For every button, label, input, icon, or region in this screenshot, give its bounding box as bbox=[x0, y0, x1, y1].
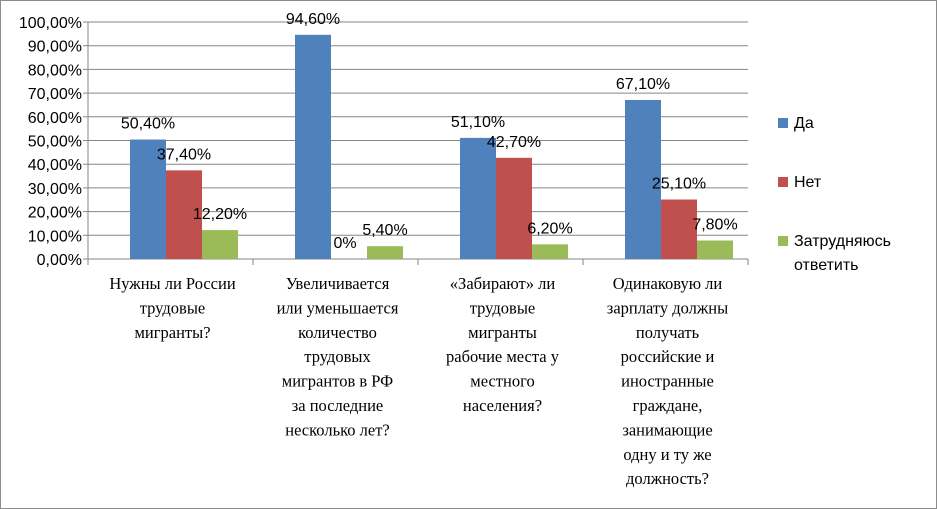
y-tick-label: 70,00% bbox=[28, 86, 82, 103]
data-label: 67,10% bbox=[616, 76, 670, 93]
category-label-line: трудовые bbox=[140, 298, 206, 317]
legend-label-line: Да bbox=[794, 115, 814, 132]
category-label-line: количество bbox=[298, 323, 377, 342]
category-label-line: населения? bbox=[463, 396, 542, 415]
bar bbox=[532, 244, 568, 259]
category-label-line: Нужны ли России bbox=[109, 274, 235, 293]
y-tick-label: 20,00% bbox=[28, 205, 82, 222]
category-label-line: должность? bbox=[626, 469, 709, 488]
data-label: 42,70% bbox=[487, 134, 541, 151]
category-label-line: одну и ту же bbox=[623, 445, 711, 464]
legend-swatch bbox=[778, 236, 788, 246]
legend-swatch bbox=[778, 177, 788, 187]
y-tick-label: 50,00% bbox=[28, 134, 82, 151]
data-label: 94,60% bbox=[286, 11, 340, 28]
legend-label-line: Нет bbox=[794, 174, 822, 191]
legend-label-line: Затрудняюсь bbox=[794, 233, 891, 250]
category-label-line: зарплату должны bbox=[607, 298, 728, 317]
data-label: 7,80% bbox=[692, 217, 737, 234]
legend-label: Да bbox=[794, 115, 814, 132]
legend-swatch bbox=[778, 118, 788, 128]
category-label: Одинаковую ли зарплату должны получать росс… bbox=[607, 274, 728, 488]
bar bbox=[625, 99, 661, 260]
category-label-line: или уменьшается bbox=[277, 298, 399, 317]
legend-label: Нет bbox=[794, 174, 822, 191]
y-tick-label: 30,00% bbox=[28, 181, 82, 198]
data-label: 5,40% bbox=[362, 222, 407, 239]
y-tick-label: 80,00% bbox=[28, 62, 82, 79]
y-tick-label: 0,00% bbox=[37, 252, 82, 269]
data-label: 12,20% bbox=[193, 206, 247, 223]
data-label: 25,10% bbox=[652, 176, 706, 193]
bar bbox=[295, 34, 331, 259]
y-tick-label: 90,00% bbox=[28, 39, 82, 56]
category-label-line: Одинаковую ли bbox=[613, 274, 723, 293]
category-label: Нужны ли России трудовые мигранты? bbox=[109, 274, 235, 342]
y-tick-label: 10,00% bbox=[28, 228, 82, 245]
legend-label: Затрудняюсь ответить bbox=[794, 233, 891, 274]
category-label-line: граждане, bbox=[633, 396, 703, 415]
bar bbox=[496, 157, 532, 259]
category-label-line: трудовые bbox=[470, 298, 536, 317]
data-label: 6,20% bbox=[527, 220, 572, 237]
data-label: 50,40% bbox=[121, 116, 175, 133]
bar bbox=[166, 170, 202, 259]
category-label-line: мигранты bbox=[468, 323, 537, 342]
data-label: 0% bbox=[333, 235, 356, 252]
category-label-line: мигранты? bbox=[134, 323, 210, 342]
category-label: Увеличивается или уменьшается количество тр… bbox=[277, 274, 399, 439]
category-label-line: несколько лет? bbox=[285, 420, 390, 439]
category-label-line: местного bbox=[470, 372, 534, 391]
category-label-line: за последние bbox=[292, 396, 384, 415]
y-tick-label: 60,00% bbox=[28, 110, 82, 127]
category-label-line: Увеличивается bbox=[286, 274, 390, 293]
bar bbox=[367, 246, 403, 259]
bar bbox=[661, 199, 697, 259]
category-label-line: трудовых bbox=[304, 347, 371, 366]
category-label-line: «Забирают» ли bbox=[450, 274, 556, 293]
category-label-line: мигрантов в РФ bbox=[282, 372, 393, 391]
bar bbox=[697, 240, 733, 259]
category-label-line: иностранные bbox=[621, 372, 714, 391]
bar bbox=[460, 137, 496, 259]
data-label: 37,40% bbox=[157, 146, 211, 163]
legend-label-line: ответить bbox=[794, 257, 859, 274]
y-tick-label: 40,00% bbox=[28, 157, 82, 174]
category-label-line: рабочие места у bbox=[446, 347, 560, 366]
category-label-line: российские и bbox=[621, 347, 715, 366]
y-tick-label: 100,00% bbox=[19, 15, 82, 32]
data-label: 51,10% bbox=[451, 114, 505, 131]
bar bbox=[130, 139, 166, 259]
category-label: «Забирают» ли трудовые мигранты рабочие мес… bbox=[446, 274, 560, 415]
category-label-line: получать bbox=[636, 323, 700, 342]
bar bbox=[202, 230, 238, 259]
category-label-line: занимающие bbox=[622, 420, 712, 439]
